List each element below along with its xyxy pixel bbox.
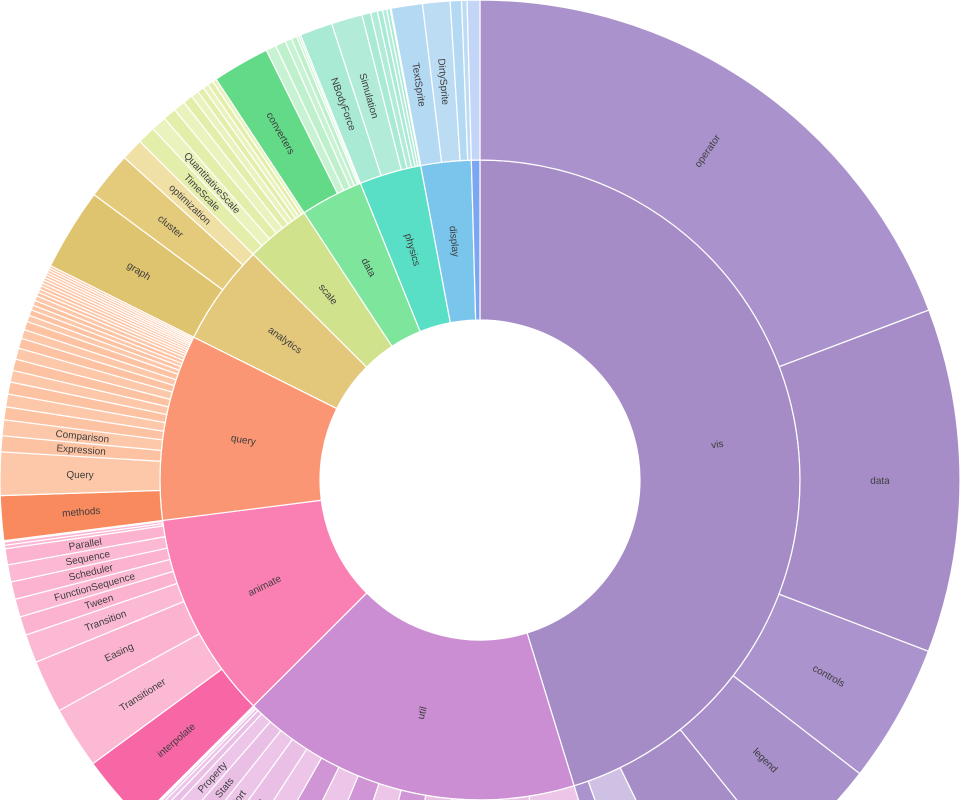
sunburst-slice-FlareVis[interactable]: [466, 0, 481, 161]
sunburst-slice-data[interactable]: [778, 309, 960, 653]
sunburst-slice-operator[interactable]: [479, 0, 930, 368]
sunburst-slice-axis[interactable]: [619, 728, 780, 800]
